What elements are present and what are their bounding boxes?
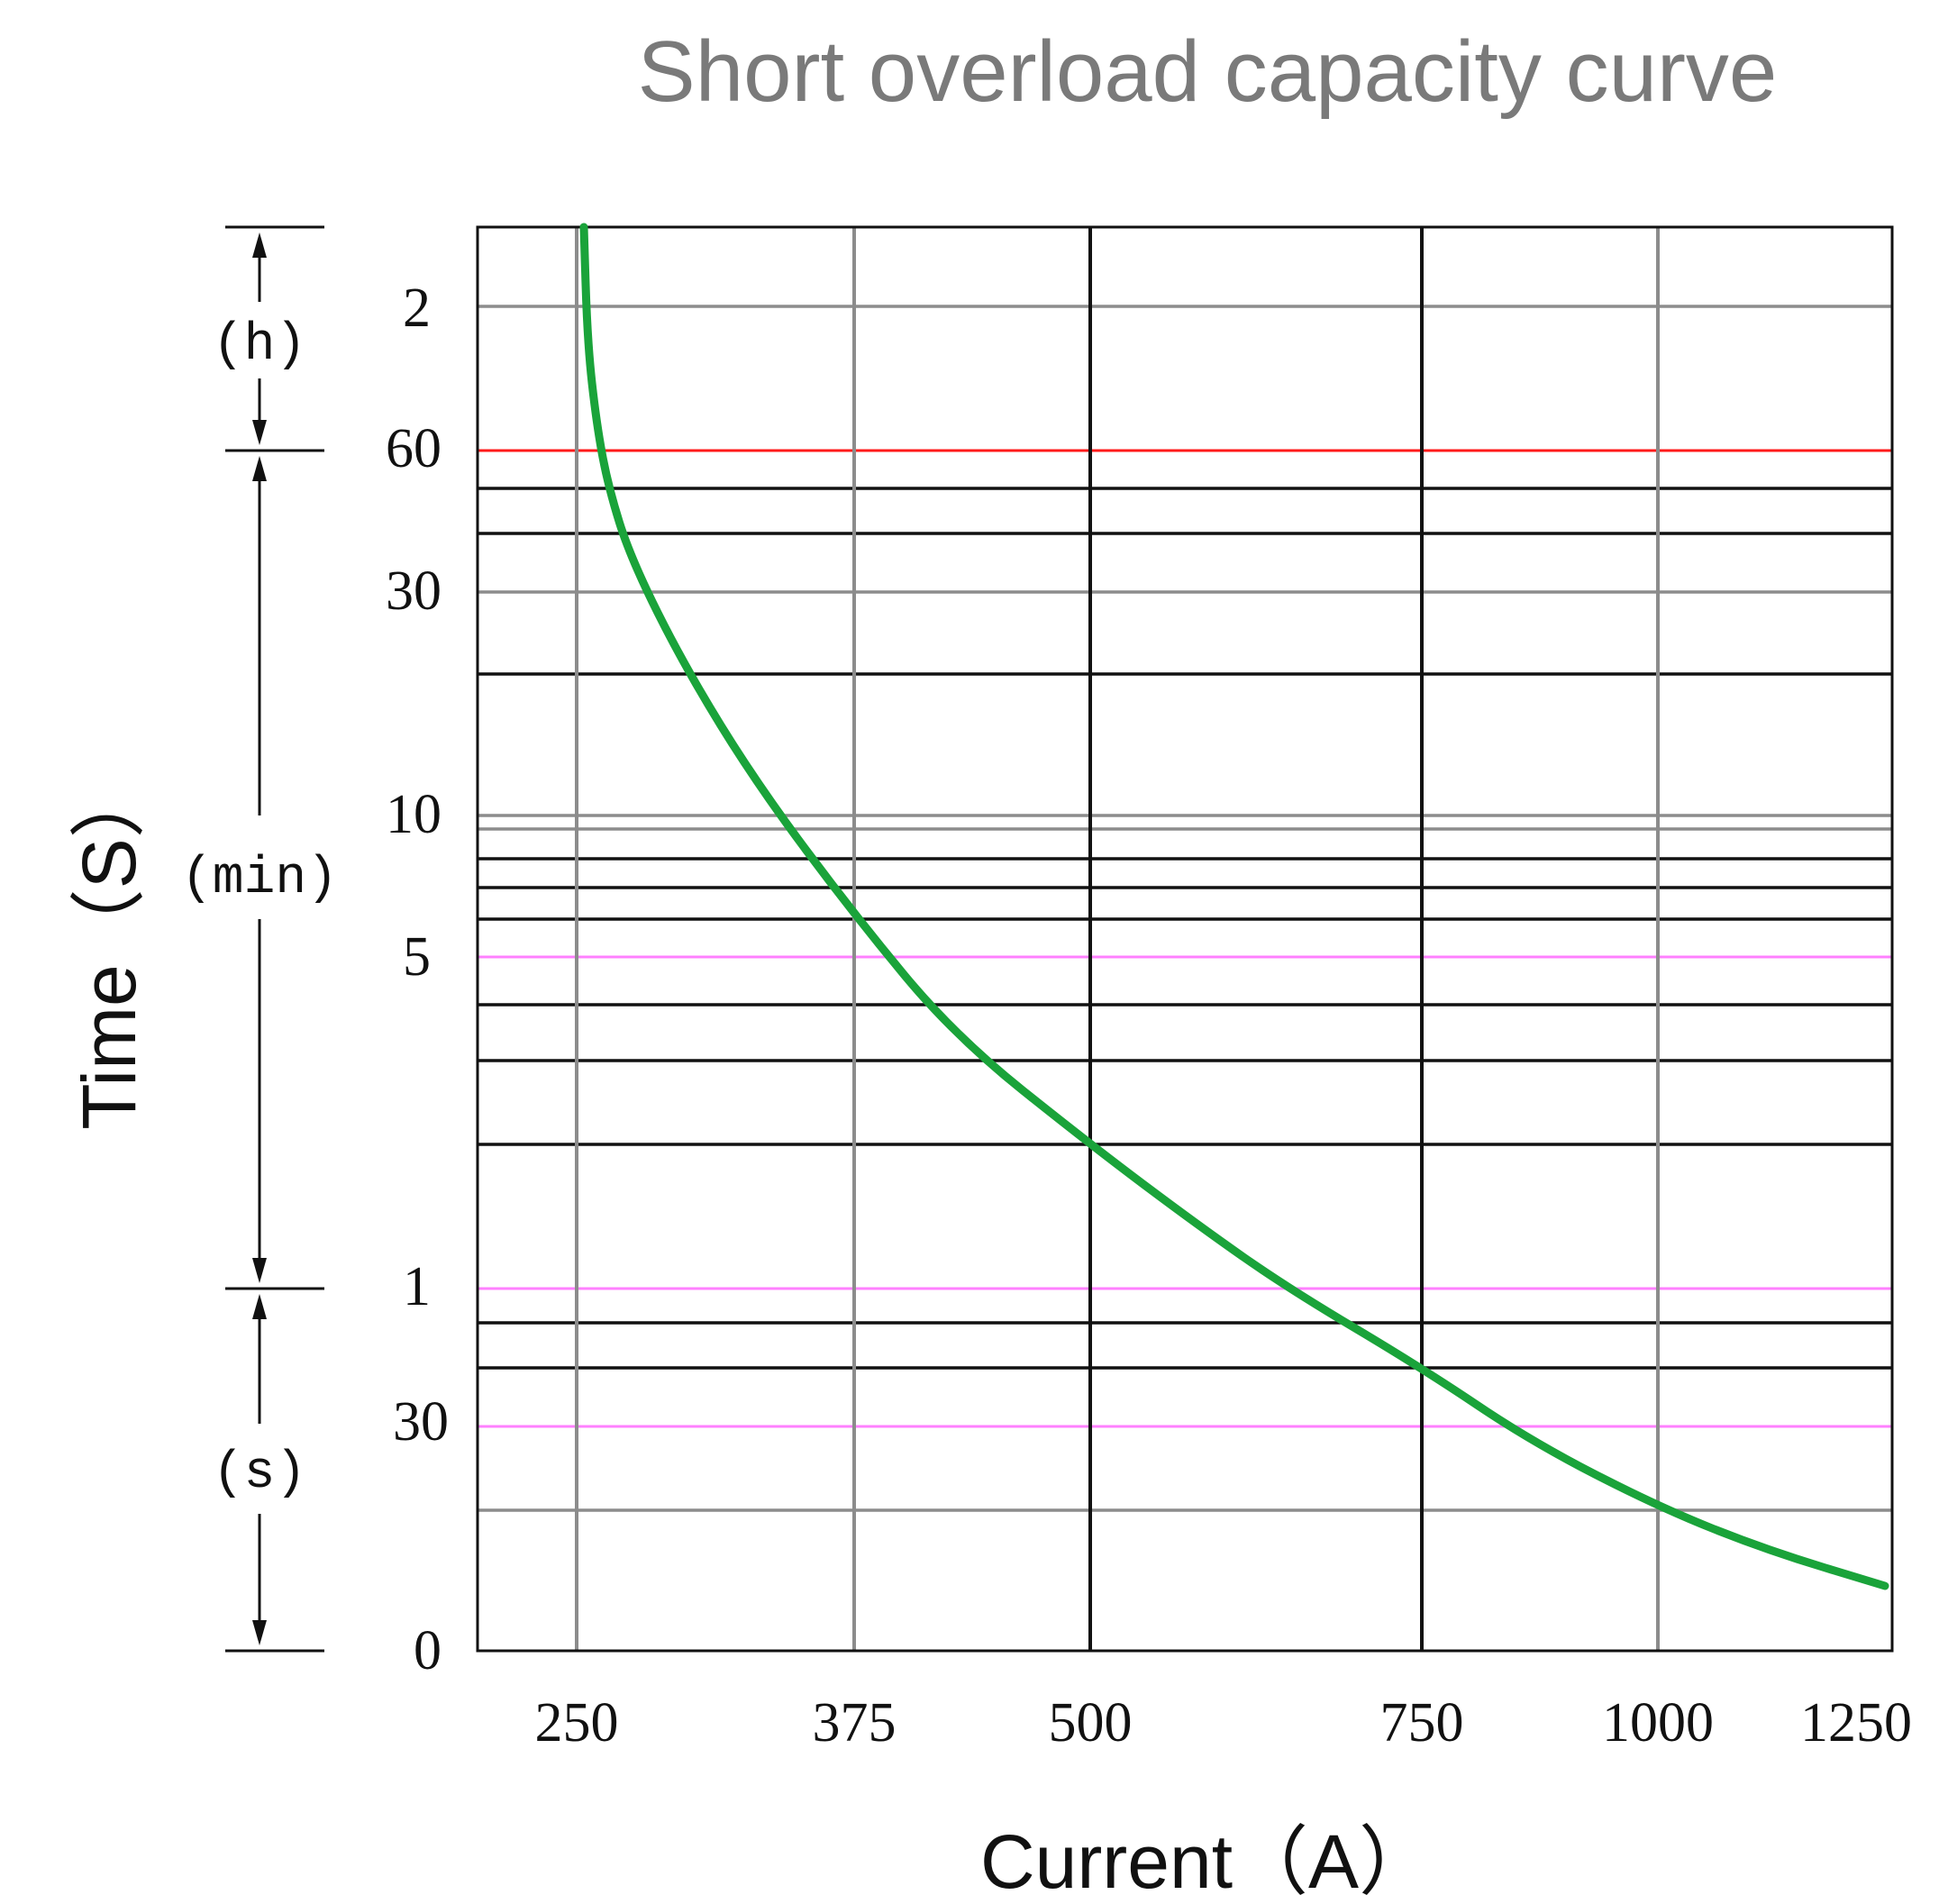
horizontal-grid	[478, 305, 1892, 1512]
series-curve	[579, 223, 1889, 1590]
y-tick-label: 0	[414, 1620, 442, 1681]
y-tick-label: 5	[403, 926, 431, 988]
arrow-sec-up	[252, 1294, 267, 1319]
y-tick-label: 60	[386, 418, 442, 479]
arrow-hour-down	[252, 420, 267, 445]
bracket-arrows	[252, 232, 267, 1645]
y-tick-label: 2	[403, 278, 431, 339]
x-tick-label: 1000	[1602, 1692, 1714, 1754]
x-tick-label: 1250	[1800, 1692, 1912, 1754]
x-tick-label: 750	[1380, 1692, 1464, 1754]
x-axis-title: Current（A）	[980, 1819, 1434, 1904]
x-tick-label: 375	[813, 1692, 897, 1754]
x-tick-label: 500	[1049, 1692, 1133, 1754]
y-tick-label: 30	[386, 560, 442, 622]
arrow-sec-down	[252, 1620, 267, 1645]
plot-area	[476, 223, 1894, 1653]
y-tick-label: 10	[386, 784, 442, 845]
x-tick-label: 250	[535, 1692, 619, 1754]
unit-label-seconds: (s)	[213, 1444, 306, 1503]
y-axis-title: Time（S）	[67, 762, 151, 1130]
arrow-min-down	[252, 1258, 267, 1283]
plot-frame	[476, 225, 1894, 1653]
unit-label-minutes: (min)	[181, 850, 338, 908]
unit-label-hours: (h)	[213, 316, 306, 375]
chart-title: Short overload capacity curve	[638, 23, 1778, 120]
y-tick-label: 30	[393, 1391, 449, 1453]
arrow-min-up	[252, 456, 267, 481]
y-tick-label: 1	[403, 1256, 431, 1317]
vertical-grid	[575, 227, 1660, 1651]
time-unit-bracket	[225, 225, 324, 1653]
arrow-hour-up	[252, 232, 267, 258]
